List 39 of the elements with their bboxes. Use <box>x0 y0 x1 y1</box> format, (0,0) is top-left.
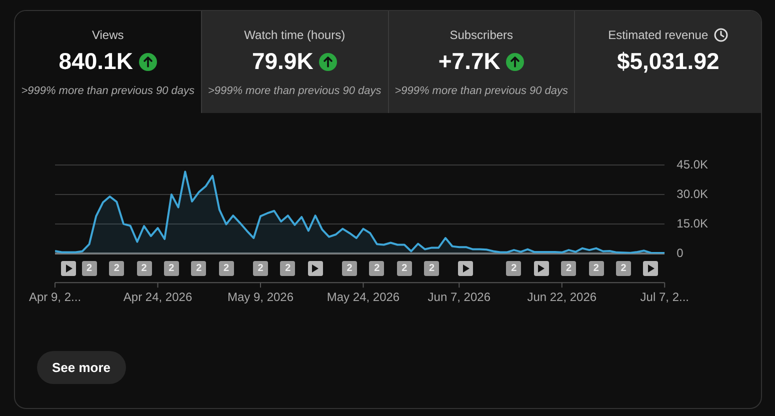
text: See more <box>37 351 126 384</box>
x-tick-label: Jun 7, 2026 <box>428 290 491 304</box>
text: 2 <box>280 260 296 276</box>
x-tick-label: Jun 22, 2026 <box>527 290 597 304</box>
text: 2 <box>506 260 522 276</box>
text: 2 <box>424 260 440 276</box>
text: >999% more than previous 90 days <box>20 85 196 97</box>
category-label: Watch time (hours) <box>244 28 346 42</box>
y-tick-label: 0 <box>676 246 684 260</box>
x-tick-label: May 9, 2026 <box>227 290 294 304</box>
text: 2 <box>588 260 604 276</box>
y-tick-label: 30.0K <box>676 186 708 201</box>
text: 2 <box>218 260 234 276</box>
text: 2 <box>561 260 576 276</box>
text: 79.9K <box>252 48 314 75</box>
x-tick-label: May 24, 2026 <box>326 290 400 304</box>
text: +7.7K <box>438 48 500 75</box>
text: 2 <box>191 260 206 276</box>
category-label: Estimated revenue <box>608 28 708 42</box>
text: 2 <box>396 260 412 276</box>
text: >999% more than previous 90 days <box>394 85 570 97</box>
x-tick-label: Apr 9, 2... <box>28 290 82 304</box>
text: 2 <box>164 260 179 276</box>
text: 2 <box>369 260 384 276</box>
category-label: Views <box>92 28 124 42</box>
text: >999% more than previous 90 days <box>206 85 382 97</box>
text: $5,031.92 <box>616 48 720 75</box>
text: 2 <box>342 260 358 276</box>
text: 2 <box>616 260 632 276</box>
category-label: Subscribers <box>450 28 514 42</box>
text: 2 <box>136 260 152 276</box>
text: 2 <box>253 260 268 276</box>
x-tick-label: Jul 7, 2... <box>640 290 689 304</box>
x-tick-label: Apr 24, 2026 <box>123 290 192 304</box>
text: 2 <box>109 260 124 276</box>
y-tick-label: 15.0K <box>676 216 708 230</box>
text: 2 <box>82 260 97 276</box>
text: 840.1K <box>58 48 133 75</box>
y-tick-label: 45.0K <box>676 157 708 172</box>
